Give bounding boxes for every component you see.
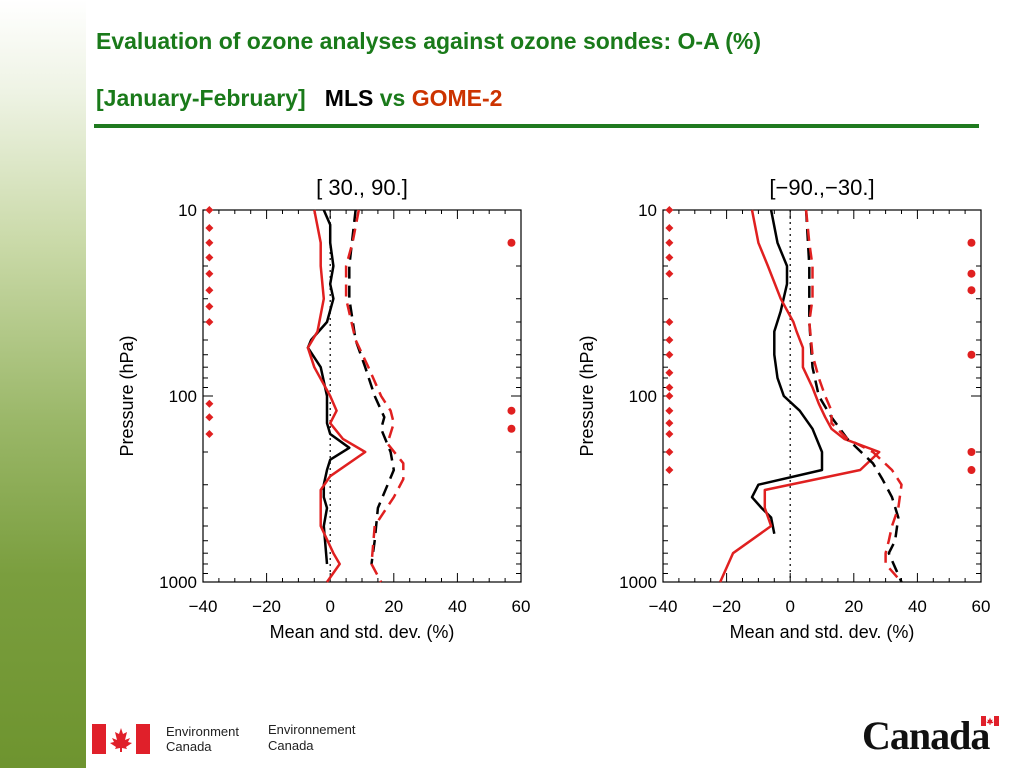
- chart-2-left-diamond-marker: [665, 383, 674, 392]
- dept-name-en-1: Environment: [166, 724, 239, 739]
- chart-1-series-line-2-gome2-mean: [306, 209, 367, 583]
- chart-2-left-diamond-marker: [665, 238, 674, 247]
- chart-2-x-tick-label: −40: [649, 597, 678, 616]
- chart-2-y-tick-label: 1000: [619, 573, 657, 592]
- chart-1-left-diamond-marker: [205, 317, 214, 326]
- chart-2-left-diamond-marker: [665, 336, 674, 345]
- chart-1-x-tick-label: 40: [448, 597, 467, 616]
- chart-1-left-diamond-marker: [205, 253, 214, 262]
- chart-2-left-diamond-marker: [665, 368, 674, 377]
- chart-1-y-tick-label: 10: [178, 201, 197, 220]
- chart-1-left-diamond-marker: [205, 429, 214, 438]
- chart-2-x-axis-label: Mean and std. dev. (%): [730, 622, 915, 642]
- chart-2-y-tick-label: 100: [629, 387, 657, 406]
- chart-2-left-diamond-marker: [665, 269, 674, 278]
- chart-1-left-diamond-marker: [205, 399, 214, 408]
- side-gradient-bar: [0, 0, 86, 768]
- chart-2-series-line-3-mls-stddev: [804, 209, 903, 583]
- chart-2-x-tick-label: 40: [908, 597, 927, 616]
- chart-1-y-tick-label: 100: [169, 387, 197, 406]
- chart-2-plot-frame: [662, 209, 982, 583]
- chart-2-series-line-2-gome2-mean: [719, 209, 881, 583]
- chart-1-series-line-4-gome2-stddev: [344, 209, 405, 583]
- chart-1-x-axis-label: Mean and std. dev. (%): [270, 622, 455, 642]
- chart-2-left-diamond-marker: [665, 466, 674, 475]
- chart-2-left-diamond-marker: [665, 429, 674, 438]
- chart-2-right-dot-marker: [967, 269, 976, 278]
- chart-1-left-diamond-marker: [205, 238, 214, 247]
- chart-1-title: [ 30., 90.]: [316, 175, 408, 200]
- chart-2-left-diamond-marker: [665, 419, 674, 428]
- chart-2-left-diamond-marker: [665, 317, 674, 326]
- chart-2-title: [−90.,−30.]: [769, 175, 874, 200]
- chart-1-y-tick-label: 1000: [159, 573, 197, 592]
- chart-2-series-line-1-mls-mean: [750, 209, 824, 534]
- chart-1-left-diamond-marker: [205, 269, 214, 278]
- chart-2-x-tick-label: 0: [785, 597, 794, 616]
- chart-1-left-diamond-marker: [205, 413, 214, 422]
- canada-flag-icon: [92, 724, 150, 754]
- chart-2-y-tick-label: 10: [638, 201, 657, 220]
- chart-1-left-diamond-marker: [205, 206, 214, 214]
- chart-1-x-tick-label: −40: [189, 597, 218, 616]
- chart-1-left-diamond-marker: [205, 224, 214, 233]
- chart-1-left-diamond-marker: [205, 302, 214, 311]
- chart-2-right-dot-marker: [967, 286, 976, 295]
- chart-2-y-axis-label: Pressure (hPa): [577, 335, 597, 456]
- chart-1-x-tick-label: 20: [384, 597, 403, 616]
- chart-2-left-diamond-marker: [665, 350, 674, 359]
- gome-label: GOME-2: [411, 85, 503, 111]
- chart-2-left-diamond-marker: [665, 392, 674, 400]
- dept-name-fr-2: Canada: [268, 738, 314, 753]
- chart-2-right-dot-marker: [967, 466, 976, 475]
- chart-2-right-dot-marker: [967, 350, 976, 359]
- chart-2-left-diamond-marker: [665, 206, 674, 214]
- chart-1-y-axis-label: Pressure (hPa): [117, 335, 137, 456]
- chart-2-series-line-4-gome2-stddev: [804, 209, 903, 583]
- chart-2-left-diamond-marker: [665, 253, 674, 262]
- canada-wordmark: Canada: [862, 713, 990, 758]
- chart-1-plot-frame: [202, 209, 522, 583]
- slide-title: Evaluation of ozone analyses against ozo…: [96, 28, 761, 54]
- chart-1-x-tick-label: 0: [325, 597, 334, 616]
- chart-1-x-tick-label: 60: [512, 597, 531, 616]
- period-label: [January-February]: [96, 85, 306, 111]
- chart-2-x-tick-label: 60: [972, 597, 991, 616]
- chart-2-x-tick-label: −20: [712, 597, 741, 616]
- wordmark-flag-icon: [981, 716, 999, 726]
- chart-1-right-dot-marker: [507, 406, 516, 415]
- chart-2-left-diamond-marker: [665, 447, 674, 456]
- chart-1-right-dot-marker: [507, 424, 516, 433]
- mls-label: MLS: [324, 85, 374, 111]
- chart-2-left-diamond-marker: [665, 224, 674, 233]
- slide-subtitle: [January-February] MLS vs GOME-2: [96, 85, 502, 112]
- dept-name-fr-1: Environnement: [268, 722, 356, 737]
- chart-2-right-dot-marker: [967, 447, 976, 456]
- chart-2-right-dot-marker: [967, 238, 976, 247]
- chart-2-left-diamond-marker: [665, 406, 674, 415]
- dept-name-en-2: Canada: [166, 739, 212, 754]
- chart-1-series-line-1-mls-mean: [306, 209, 351, 565]
- vs-label: vs: [379, 85, 406, 111]
- chart-2-x-tick-label: 20: [844, 597, 863, 616]
- chart-1-left-diamond-marker: [205, 286, 214, 295]
- title-divider: [94, 124, 979, 128]
- chart-1-right-dot-marker: [507, 238, 516, 247]
- chart-1-series-line-3-mls-stddev: [348, 209, 396, 565]
- chart-1-x-tick-label: −20: [252, 597, 281, 616]
